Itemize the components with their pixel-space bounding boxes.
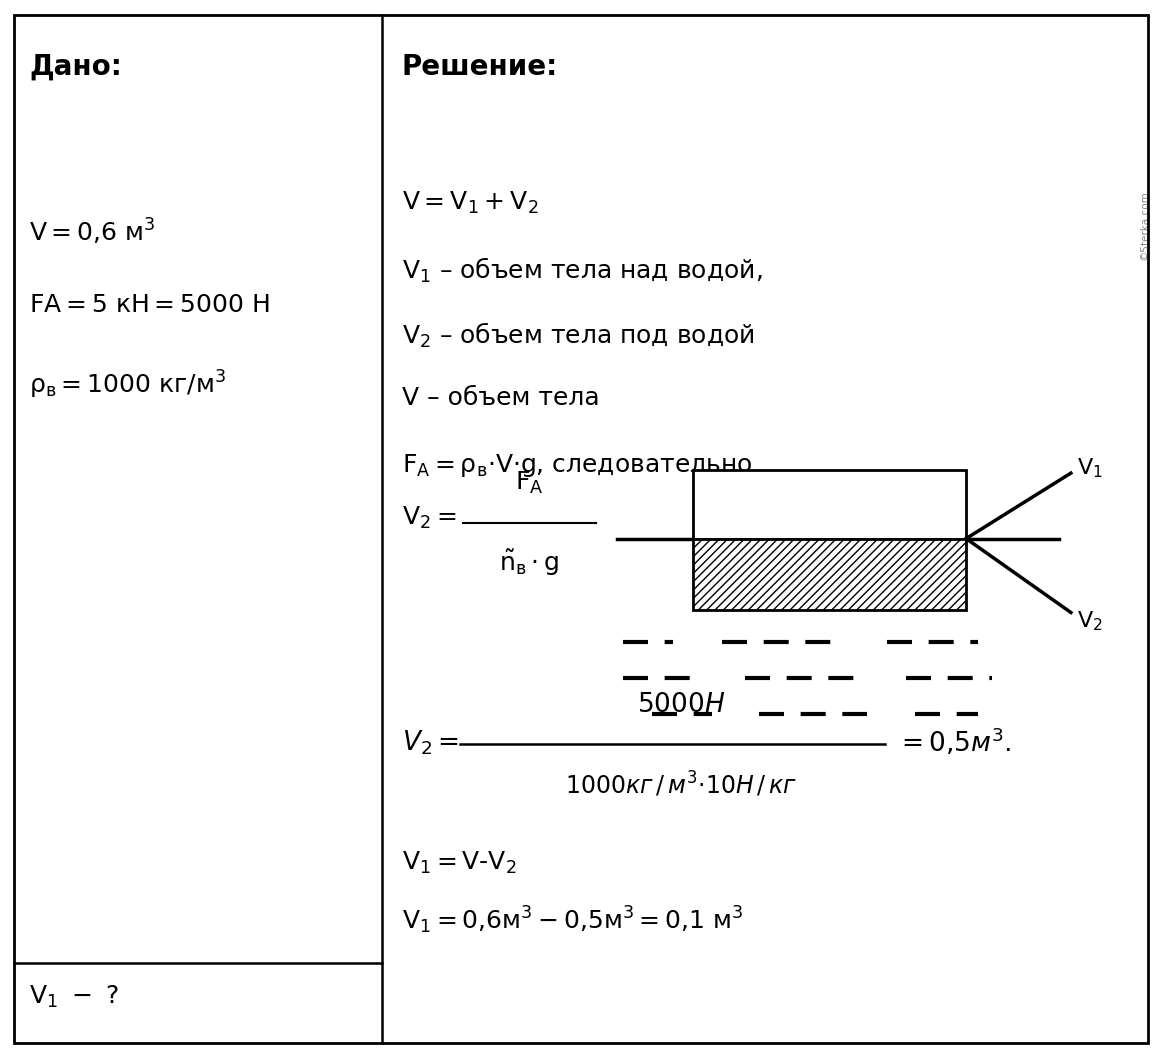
Text: ©5terka.com: ©5terka.com <box>1140 190 1150 260</box>
Bar <box>693 470 966 539</box>
Text: $\mathit{1000кг\,/\,м^3{\cdot}10H\,/\,кг}$: $\mathit{1000кг\,/\,м^3{\cdot}10H\,/\,кг… <box>565 770 797 799</box>
Text: Дано:: Дано: <box>29 53 122 81</box>
Text: $\rm V_1\ -\ ?$: $\rm V_1\ -\ ?$ <box>29 984 119 1011</box>
Text: Решение:: Решение: <box>402 53 558 81</box>
Text: V – объем тела: V – объем тела <box>402 386 599 411</box>
Text: $\rm V = 0{,}6\ м^3$: $\rm V = 0{,}6\ м^3$ <box>29 216 156 247</box>
Text: $\rm V_1$: $\rm V_1$ <box>1077 456 1102 479</box>
Text: $\rm V_2$: $\rm V_2$ <box>1077 609 1102 633</box>
Text: $\rm V_1 = V\text{-}V_2$: $\rm V_1 = V\text{-}V_2$ <box>402 850 517 876</box>
Text: $\rm V_1 = 0{,}6м^3 - 0{,}5м^3 = 0{,}1\ м^3$: $\rm V_1 = 0{,}6м^3 - 0{,}5м^3 = 0{,}1\ … <box>402 905 743 937</box>
Text: $\rm \rho_в = 1000\ кг/м^3$: $\rm \rho_в = 1000\ кг/м^3$ <box>29 369 226 400</box>
Text: $\rm F_A = \rho_в{\cdot}V{\cdot}g$, следовательно: $\rm F_A = \rho_в{\cdot}V{\cdot}g$, след… <box>402 452 752 479</box>
Text: $\it{V_2} =$: $\it{V_2} =$ <box>402 729 459 756</box>
Text: $\rm FA = 5\ кН = 5000\ Н$: $\rm FA = 5\ кН = 5000\ Н$ <box>29 293 270 317</box>
Text: $\rm F_A$: $\rm F_A$ <box>516 470 544 495</box>
Text: $\rm V_2 =$: $\rm V_2 =$ <box>402 505 456 530</box>
Text: $\rm \tilde{n}_в \cdot g$: $\rm \tilde{n}_в \cdot g$ <box>499 548 560 578</box>
Text: $\rm V_2$ – объем тела под водой: $\rm V_2$ – объем тела под водой <box>402 321 754 351</box>
Text: $\rm V = V_1 + V_2$: $\rm V = V_1 + V_2$ <box>402 190 538 216</box>
Text: $\mathit{5000H}$: $\mathit{5000H}$ <box>637 693 725 718</box>
Text: $\mathit{= 0{,}5м^3.}$: $\mathit{= 0{,}5м^3.}$ <box>896 727 1012 758</box>
Text: $\rm V_1$ – объем тела над водой,: $\rm V_1$ – объем тела над водой, <box>402 256 762 285</box>
Bar <box>693 539 966 610</box>
